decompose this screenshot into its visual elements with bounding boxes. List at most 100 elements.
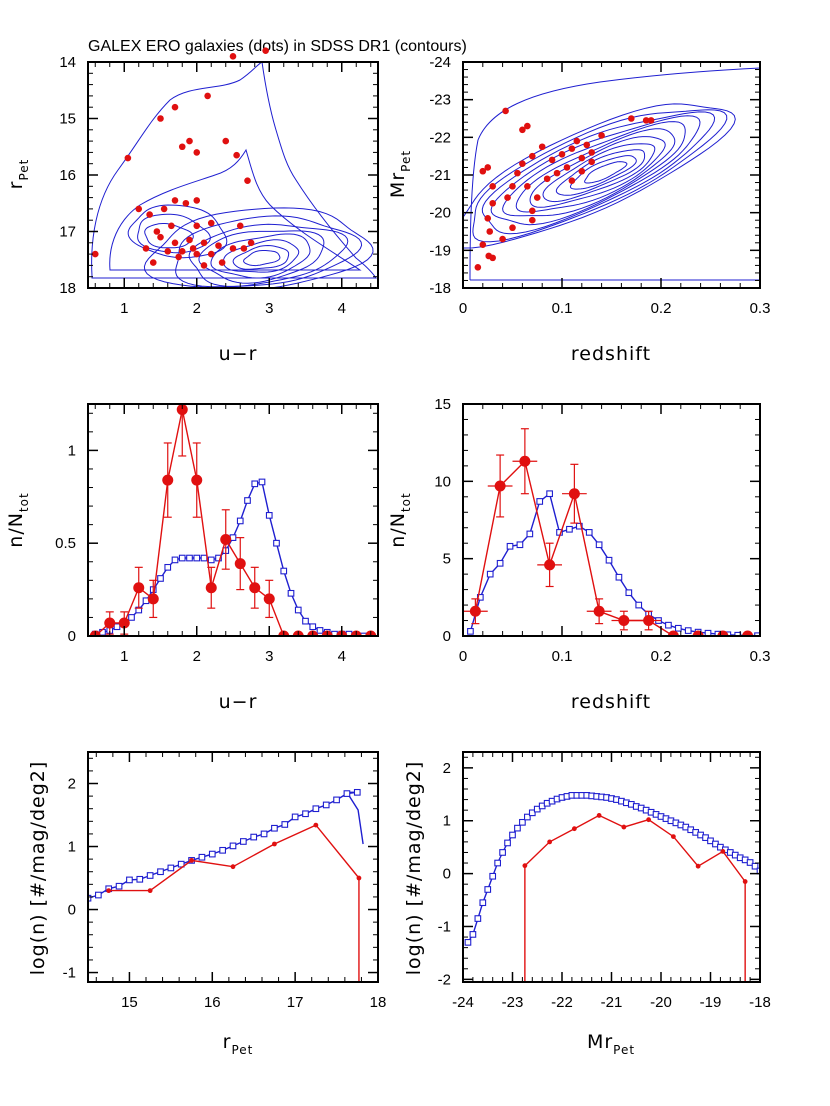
sdss-point bbox=[164, 563, 172, 571]
y-axis-label: n/Ntot bbox=[5, 492, 31, 547]
sdss-point bbox=[273, 539, 280, 547]
galex-point bbox=[643, 615, 655, 627]
sdss-point bbox=[250, 833, 258, 841]
contour-line bbox=[143, 207, 374, 288]
galex-point bbox=[578, 154, 586, 162]
galex-point bbox=[220, 533, 232, 545]
x-tick-label: 1 bbox=[120, 648, 128, 665]
sdss-point bbox=[198, 853, 206, 861]
sdss-point bbox=[240, 838, 247, 845]
contour-line bbox=[470, 276, 760, 281]
galex-point bbox=[147, 888, 153, 894]
galex-point bbox=[494, 480, 506, 492]
y-tick-label: 18 bbox=[59, 280, 76, 297]
x-axis-label: u−r bbox=[219, 343, 258, 365]
y-tick-label: 15 bbox=[434, 396, 451, 413]
plot-area bbox=[464, 792, 760, 982]
galex-point bbox=[504, 194, 511, 201]
sdss-point bbox=[467, 628, 474, 635]
galex-point bbox=[519, 126, 526, 134]
x-tick-label: -20 bbox=[650, 994, 672, 1011]
galex-point bbox=[547, 839, 553, 845]
sdss-point bbox=[494, 859, 502, 867]
contour-line bbox=[469, 67, 760, 281]
sdss-point bbox=[186, 554, 193, 562]
sdss-point bbox=[595, 541, 603, 549]
y-axis-label: MrPet bbox=[387, 150, 413, 198]
y-tick-label: -21 bbox=[429, 167, 451, 184]
y-tick-label: 0 bbox=[68, 902, 76, 919]
sdss-point bbox=[265, 512, 273, 519]
galex-point bbox=[205, 582, 217, 594]
panel-r-number-counts: 15 16 17 18 -1 0 1 2 rPet log(n) [#/mag/deg2] bbox=[27, 751, 386, 1057]
x-axis-label: redshift bbox=[571, 343, 651, 365]
galex-point bbox=[104, 617, 116, 629]
y-tick-label: -20 bbox=[429, 205, 451, 222]
sdss-point bbox=[88, 894, 92, 902]
galex-point bbox=[244, 177, 251, 184]
contour-line bbox=[175, 215, 363, 288]
galex-point bbox=[529, 216, 536, 224]
galex-point bbox=[469, 605, 481, 617]
galex-point bbox=[670, 834, 676, 839]
galex-point bbox=[543, 175, 551, 183]
y-tick-label: 15 bbox=[59, 111, 76, 128]
y-tick-label: 1 bbox=[68, 442, 76, 459]
x-tick-label: 4 bbox=[338, 648, 346, 665]
sdss-point bbox=[113, 623, 121, 631]
galex-point bbox=[133, 582, 145, 594]
galex-point bbox=[647, 117, 655, 124]
plot-area bbox=[463, 67, 760, 281]
galex-point bbox=[742, 630, 754, 636]
panel-absmag-redshift: 0 0.1 0.2 0.3 -24 -23 -22 -21 -20 -19 -18 redshift M… bbox=[387, 54, 770, 365]
galex-point bbox=[598, 132, 605, 139]
galex-point bbox=[548, 156, 556, 164]
contour-line bbox=[490, 115, 701, 226]
sdss-point bbox=[353, 788, 361, 796]
sdss-point bbox=[499, 849, 506, 856]
y-tick-label: 0 bbox=[443, 866, 451, 883]
x-tick-label: 0.2 bbox=[651, 300, 672, 317]
sdss-point bbox=[207, 556, 215, 564]
contour-line bbox=[472, 109, 728, 243]
sdss-point bbox=[519, 818, 526, 826]
galex-point bbox=[200, 262, 208, 269]
x-tick-label: 0.3 bbox=[750, 300, 771, 317]
sdss-point bbox=[343, 790, 351, 797]
x-tick-label: 4 bbox=[338, 300, 346, 317]
sdss-point bbox=[514, 824, 521, 832]
x-axis-label: u−r bbox=[219, 691, 258, 713]
plot-area bbox=[91, 62, 377, 288]
sdss-point bbox=[177, 860, 185, 868]
galex-point bbox=[200, 239, 208, 247]
galex-point bbox=[171, 239, 179, 247]
sdss-point bbox=[236, 517, 244, 525]
contour-line bbox=[463, 103, 736, 249]
galex-point bbox=[642, 117, 650, 124]
galex-point bbox=[171, 197, 179, 204]
galex-point bbox=[171, 103, 179, 111]
galex-point bbox=[118, 617, 130, 629]
plot-frame bbox=[87, 751, 379, 983]
galex-point bbox=[479, 241, 487, 248]
figure-title: GALEX ERO galaxies (dots) in SDSS DR1 (c… bbox=[88, 38, 467, 55]
galex-point bbox=[524, 183, 531, 190]
x-axis-label: redshift bbox=[571, 691, 651, 713]
galex-point bbox=[164, 247, 172, 255]
sdss-point bbox=[316, 627, 324, 634]
galex-point bbox=[544, 559, 556, 571]
contour-line bbox=[144, 223, 194, 249]
galex-point bbox=[578, 167, 586, 175]
x-tick-label: 17 bbox=[287, 994, 304, 1011]
galex-point bbox=[489, 183, 497, 190]
contour-line bbox=[569, 155, 637, 190]
sdss-point bbox=[287, 589, 295, 597]
galex-point bbox=[486, 228, 494, 235]
galex-point bbox=[583, 141, 591, 149]
y-axis-label: rPet bbox=[5, 159, 31, 190]
sdss-point bbox=[244, 497, 251, 504]
x-tick-label: 0.1 bbox=[552, 648, 573, 665]
galex-point bbox=[568, 488, 580, 500]
galex-point bbox=[222, 137, 230, 145]
y-tick-label: 5 bbox=[443, 551, 451, 568]
